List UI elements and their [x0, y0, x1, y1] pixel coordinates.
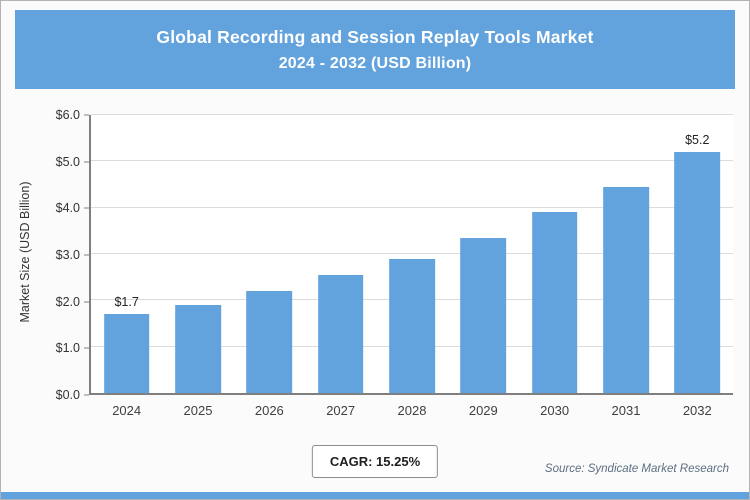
bottom-accent-strip [1, 492, 749, 499]
chart-title-line1: Global Recording and Session Replay Tool… [156, 26, 594, 47]
bar-2030 [531, 212, 578, 393]
y-tick-label: $4.0 [55, 201, 80, 216]
gridline [91, 160, 733, 162]
y-tick-mark [84, 254, 89, 256]
y-axis-title: Market Size (USD Billion) [18, 181, 32, 323]
y-tick-label: $3.0 [55, 248, 80, 262]
x-axis-label-2024: 2024 [112, 402, 142, 418]
bar-slot-2032: $5.2 [662, 115, 733, 393]
y-tick-mark [84, 114, 89, 116]
x-axis-label-2027: 2027 [326, 402, 356, 418]
y-tick-mark [84, 207, 89, 209]
bar-slot-2025 [162, 115, 233, 393]
plot-column: $1.7 $5.2 2024 2025 2026 2027 2028 2029 2030 203… [89, 105, 733, 425]
y-tick-mark [84, 301, 89, 303]
y-tick-label: $5.0 [55, 154, 80, 169]
y-tick-mark [84, 394, 89, 396]
bar-2032 [674, 152, 721, 393]
bar-slot-2030 [519, 115, 590, 393]
y-tick-mark [84, 347, 89, 349]
bars-row: $1.7 $5.2 [91, 115, 733, 393]
bar-slot-2024: $1.7 [91, 115, 162, 393]
gridline [91, 206, 733, 208]
y-tick-label: $2.0 [55, 294, 80, 309]
bar-value-label-2032: $5.2 [685, 133, 710, 148]
bar-2025 [175, 304, 221, 393]
bar-2028 [389, 258, 435, 393]
bar-2026 [246, 291, 293, 393]
bar-slot-2027 [305, 115, 376, 393]
chart-title-banner: Global Recording and Session Replay Tool… [15, 10, 735, 89]
x-axis-label-2031: 2031 [611, 402, 641, 418]
chart-title-line2: 2024 - 2032 (USD Billion) [278, 54, 472, 72]
x-axis-label-2028: 2028 [397, 402, 427, 418]
chart-footer: CAGR: 15.25% Source: Syndicate Market Re… [1, 437, 749, 487]
bar-value-label-2024: $1.7 [114, 295, 139, 310]
bar-2024 [103, 314, 150, 393]
bar-slot-2029 [448, 115, 519, 393]
y-tick-label: $1.0 [55, 341, 80, 356]
x-axis-label-2025: 2025 [183, 402, 213, 418]
bar-2029 [460, 237, 507, 393]
bar-slot-2026 [234, 115, 305, 393]
x-axis-label-2032: 2032 [682, 402, 712, 418]
x-axis-label-2030: 2030 [540, 402, 570, 418]
y-tick-label: $6.0 [55, 108, 80, 122]
y-axis-title-column: Market Size (USD Billion) [11, 105, 39, 425]
y-axis-tick-column: $0.0 $1.0 $2.0 $3.0 $4.0 $5.0 $6.0 [39, 105, 89, 425]
bar-2027 [317, 274, 364, 393]
chart-plot-region: Market Size (USD Billion) $0.0 $1.0 $2.0 $3… [11, 105, 733, 425]
cagr-badge: CAGR: 15.25% [311, 445, 439, 478]
gridline [91, 253, 733, 254]
bar-2031 [603, 186, 649, 393]
x-axis-label-2029: 2029 [468, 402, 498, 418]
x-axis-labels: 2024 2025 2026 2027 2028 2029 2030 2031 2032 [91, 395, 733, 425]
y-tick-mark [84, 161, 89, 163]
gridline [91, 114, 733, 115]
bar-slot-2028 [376, 115, 447, 393]
y-tick-label: $0.0 [55, 388, 80, 402]
plot-area: $1.7 $5.2 [89, 114, 733, 395]
y-axis-ticks: $0.0 $1.0 $2.0 $3.0 $4.0 $5.0 $6.0 [39, 108, 89, 402]
bar-slot-2031 [590, 115, 661, 393]
source-attribution: Source: Syndicate Market Research [544, 463, 729, 475]
x-axis-label-2026: 2026 [254, 402, 284, 418]
